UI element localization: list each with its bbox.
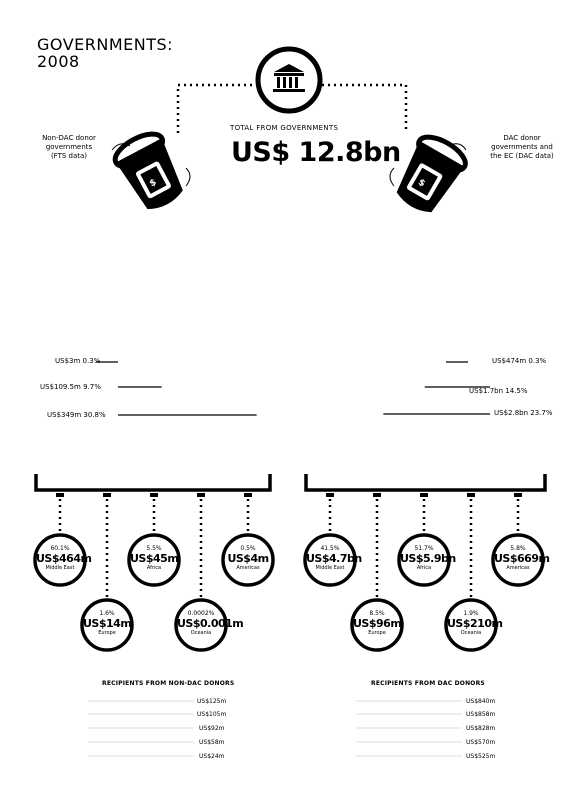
dac-region-circle-5: 5.8% US$669m Americas xyxy=(494,545,550,571)
dac-bar-label-3: US$2.8bn 23.7% xyxy=(494,409,553,417)
region-connector-lines xyxy=(58,499,520,599)
dac-cup-icon: $ xyxy=(396,134,468,213)
region-name: Middle East xyxy=(315,565,345,571)
dac-recipients-title: RECIPIENTS FROM DAC DONORS xyxy=(371,680,485,687)
dac-cup-swirl-icon xyxy=(389,143,467,187)
region-name: Americas xyxy=(506,565,530,571)
region-percent: 8.5% xyxy=(369,610,385,617)
dac-label-line-1: DAC donor xyxy=(503,134,541,142)
non-dac-label-line-2: governments xyxy=(45,143,93,151)
non-dac-region-circle-5: 0.5% US$4m Americas xyxy=(224,545,272,571)
region-name: Europe xyxy=(368,630,386,636)
non-dac-region-circle-3: 5.5% US$45m Africa xyxy=(130,545,179,571)
dac-region-circle-4: 1.9% US$210m Oceania xyxy=(447,610,503,636)
bracket-ticks xyxy=(56,493,522,497)
non-dac-bar-label-1: US$3m 0.3% xyxy=(55,357,101,365)
region-value: US$96m xyxy=(353,617,402,630)
dac-bracket xyxy=(304,474,547,492)
non-dac-bar-label-3: US$349m 30.8% xyxy=(47,411,106,419)
total-label: TOTAL FROM GOVERNMENTS xyxy=(230,124,339,132)
dac-recipient-value-4: US$570m xyxy=(466,739,496,746)
dac-recipient-value-2: US$858m xyxy=(466,711,496,718)
non-dac-recipient-value-1: US$125m xyxy=(197,698,227,705)
non-dac-cup-swirl-icon xyxy=(111,143,191,187)
region-value: US$4.7bn xyxy=(306,552,362,565)
region-value: US$210m xyxy=(447,617,503,630)
non-dac-bar-label-2: US$109.5m 9.7% xyxy=(40,383,101,391)
dac-bar-label-1: US$474m 0.3% xyxy=(492,357,547,365)
non-dac-donor-label: Non-DAC donor governments (FTS data) xyxy=(30,134,108,161)
region-circles xyxy=(33,533,545,652)
region-name: Europe xyxy=(98,630,116,636)
region-name: Middle East xyxy=(45,565,75,571)
dac-donor-label: DAC donor governments and the EC (DAC da… xyxy=(482,134,562,161)
dac-bar-label-2: US$1.7bn 14.5% xyxy=(469,387,528,395)
non-dac-region-circle-4: 0.0002% US$0.001m Oceania xyxy=(177,610,244,636)
region-value: US$14m xyxy=(83,617,132,630)
flow-bars xyxy=(96,361,490,416)
dac-label-line-2: governments and xyxy=(491,143,553,151)
region-percent: 5.5% xyxy=(146,545,162,552)
region-value: US$5.9bn xyxy=(400,552,456,565)
region-name: Africa xyxy=(416,565,432,571)
bank-connector-lines xyxy=(176,83,408,133)
region-name: Oceania xyxy=(460,630,482,636)
dac-recipient-value-3: US$828m xyxy=(466,725,496,732)
non-dac-region-circle-1: 60.1% US$464m Middle East xyxy=(36,545,92,571)
dac-label-line-3: the EC (DAC data) xyxy=(490,152,554,160)
dac-region-circle-1: 41.5% US$4.7bn Middle East xyxy=(306,545,362,571)
region-percent: 1.9% xyxy=(463,610,479,617)
non-dac-recipient-value-5: US$24m xyxy=(199,753,225,760)
region-name: Oceania xyxy=(190,630,212,636)
region-value: US$464m xyxy=(36,552,92,565)
page-title: GOVERNMENTS: 2008 xyxy=(37,36,173,70)
region-percent: 51.7% xyxy=(414,545,434,552)
non-dac-recipients-title: RECIPIENTS FROM NON-DAC DONORS xyxy=(102,680,235,687)
non-dac-recipient-value-4: US$58m xyxy=(199,739,225,746)
non-dac-bracket xyxy=(34,474,272,492)
region-value: US$669m xyxy=(494,552,550,565)
title-line-1: GOVERNMENTS: xyxy=(37,35,174,54)
region-percent: 0.0002% xyxy=(187,610,215,617)
svg-text:$: $ xyxy=(416,178,426,190)
title-line-2: 2008 xyxy=(37,52,80,71)
bank-icon xyxy=(255,46,323,114)
non-dac-label-line-3: (FTS data) xyxy=(50,152,88,160)
dac-region-circle-3: 51.7% US$5.9bn Africa xyxy=(400,545,456,571)
dac-region-circle-2: 8.5% US$96m Europe xyxy=(353,610,402,636)
non-dac-cup-icon: $ xyxy=(112,131,183,210)
non-dac-recipient-value-3: US$92m xyxy=(199,725,225,732)
recipient-bars xyxy=(88,700,462,757)
region-name: Americas xyxy=(236,565,260,571)
region-value: US$45m xyxy=(130,552,179,565)
dac-recipient-value-1: US$840m xyxy=(466,698,496,705)
region-value: US$0.001m xyxy=(177,617,244,630)
region-percent: 1.6% xyxy=(99,610,115,617)
region-percent: 5.8% xyxy=(510,545,526,552)
dac-recipient-value-5: US$525m xyxy=(466,753,496,760)
region-percent: 0.5% xyxy=(240,545,256,552)
region-percent: 41.5% xyxy=(320,545,340,552)
region-value: US$4m xyxy=(227,552,269,565)
non-dac-recipient-value-2: US$105m xyxy=(197,711,227,718)
region-name: Africa xyxy=(146,565,162,571)
total-value: US$ 12.8bn xyxy=(231,137,401,168)
region-percent: 60.1% xyxy=(50,545,70,552)
non-dac-region-circle-2: 1.6% US$14m Europe xyxy=(83,610,132,636)
svg-text:$: $ xyxy=(148,178,158,190)
non-dac-label-line-1: Non-DAC donor xyxy=(42,134,96,142)
